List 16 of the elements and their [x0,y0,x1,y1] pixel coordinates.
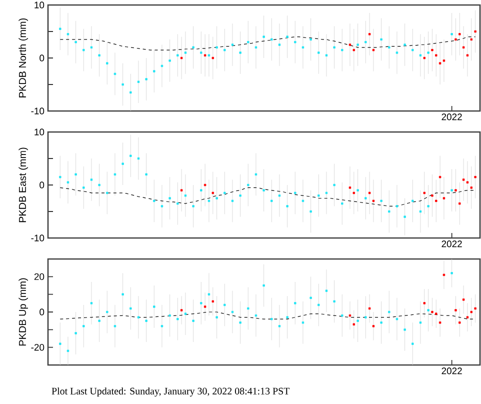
y-tick-label: 0 [40,182,44,188]
y-tick-label: 0 [40,308,44,316]
y-axis-title: PKDB East (mm) [18,148,28,222]
y-tick-label: 10 [34,128,44,136]
y-axis-title: PKDB North (mm) [18,18,28,98]
y-tick-label: -20 [31,344,44,351]
y-tick-label: -10 [31,234,44,242]
y-tick-label: 20 [34,273,44,280]
x-tick-label: 2022 [442,368,462,374]
text: Plot Last Updated: Sunday, January 30, 2022 08:41:13 PST [52,387,290,397]
y-tick-label: 10 [34,2,44,8]
y-tick-label: 0 [40,54,44,62]
x-tick-label: 2022 [442,114,462,120]
y-tick-label: -10 [31,108,44,114]
y-axis-title: PKDB Up (mm) [18,278,28,346]
x-tick-label: 2022 [442,240,462,248]
